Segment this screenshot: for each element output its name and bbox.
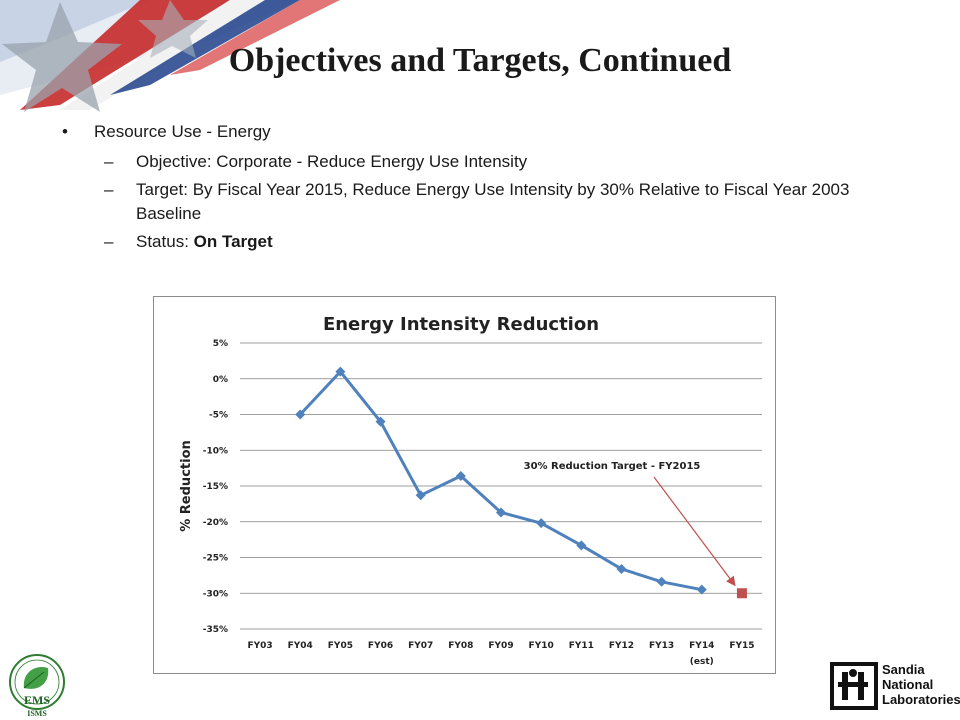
x-tick-label: FY15 xyxy=(729,641,754,651)
series-line xyxy=(299,370,703,592)
data-point xyxy=(576,540,587,551)
data-point xyxy=(616,563,627,574)
data-point xyxy=(455,470,466,481)
flag-star-banner xyxy=(0,0,340,112)
data-point xyxy=(656,576,667,587)
x-tick-label: FY12 xyxy=(609,641,634,651)
y-tick-label: -5% xyxy=(209,411,228,421)
y-tick-label: -35% xyxy=(203,625,228,635)
sub-item-status: – Status: On Target xyxy=(62,230,902,254)
x-tick-sublabel: (est) xyxy=(690,657,714,667)
x-tick-label: FY03 xyxy=(247,641,272,651)
data-point xyxy=(696,584,707,595)
bullet-item: • Resource Use - Energy xyxy=(62,118,902,146)
status-label: Status: xyxy=(136,232,194,251)
x-tick-label: FY07 xyxy=(408,641,433,651)
y-tick-label: 5% xyxy=(213,339,228,349)
target-marker xyxy=(736,588,747,599)
sandia-wordmark: Sandia National Laboratories xyxy=(882,662,960,707)
sub-item-objective: – Objective: Corporate - Reduce Energy U… xyxy=(62,150,902,174)
y-axis-label: % Reduction xyxy=(179,440,194,532)
y-tick-label: -15% xyxy=(203,482,228,492)
x-tick-label: FY05 xyxy=(328,641,353,651)
x-tick-label: FY10 xyxy=(529,641,554,651)
y-tick-label: -20% xyxy=(203,518,228,528)
data-point xyxy=(375,416,386,427)
bullet-text: Resource Use - Energy xyxy=(94,122,271,141)
x-tick-label: FY14 xyxy=(689,641,714,651)
ems-letters: EMS xyxy=(24,693,50,707)
ems-logo: EMS ISMS xyxy=(9,654,65,718)
annotation-text: 30% Reduction Target - FY2015 xyxy=(524,461,701,472)
x-tick-label: FY04 xyxy=(288,641,313,651)
bullet-list: • Resource Use - Energy – Objective: Cor… xyxy=(62,118,902,254)
sub-item-text: Objective: Corporate - Reduce Energy Use… xyxy=(136,152,528,171)
data-point xyxy=(496,507,506,518)
x-tick-label: FY09 xyxy=(488,641,513,651)
data-point xyxy=(335,366,346,377)
dash: – xyxy=(104,152,114,171)
sandia-line: Sandia xyxy=(882,662,925,677)
sandia-line: National xyxy=(882,677,934,692)
data-point xyxy=(295,409,306,420)
sub-item-target: – Target: By Fiscal Year 2015, Reduce En… xyxy=(62,178,902,226)
isms-text: ISMS xyxy=(27,709,47,718)
status-value: On Target xyxy=(193,232,273,251)
data-point xyxy=(536,518,547,529)
chart-container: Energy Intensity Reduction 5% 0% -5% -10% -15… xyxy=(153,296,776,674)
data-point xyxy=(415,490,426,501)
energy-intensity-chart: Energy Intensity Reduction 5% 0% -5% -10% -15… xyxy=(179,314,762,667)
sandia-line: Laboratories xyxy=(882,692,960,707)
y-tick-label: 0% xyxy=(213,375,228,385)
y-tick-label: -30% xyxy=(203,589,228,599)
annotation-arrow xyxy=(653,476,736,587)
sandia-logo xyxy=(830,662,878,710)
page-title: Objectives and Targets, Continued xyxy=(228,42,732,79)
y-tick-label: -25% xyxy=(203,554,228,564)
chart-title: Energy Intensity Reduction xyxy=(323,314,599,335)
x-tick-label: FY06 xyxy=(368,641,393,651)
bullet-dot: • xyxy=(62,122,68,141)
y-tick-label: -10% xyxy=(203,446,228,456)
x-tick-label: FY08 xyxy=(448,641,473,651)
x-tick-label: FY11 xyxy=(569,641,594,651)
sub-item-text: Target: By Fiscal Year 2015, Reduce Ener… xyxy=(136,180,850,223)
x-tick-label: FY13 xyxy=(649,641,674,651)
dash: – xyxy=(104,232,114,251)
dash: – xyxy=(104,180,114,199)
